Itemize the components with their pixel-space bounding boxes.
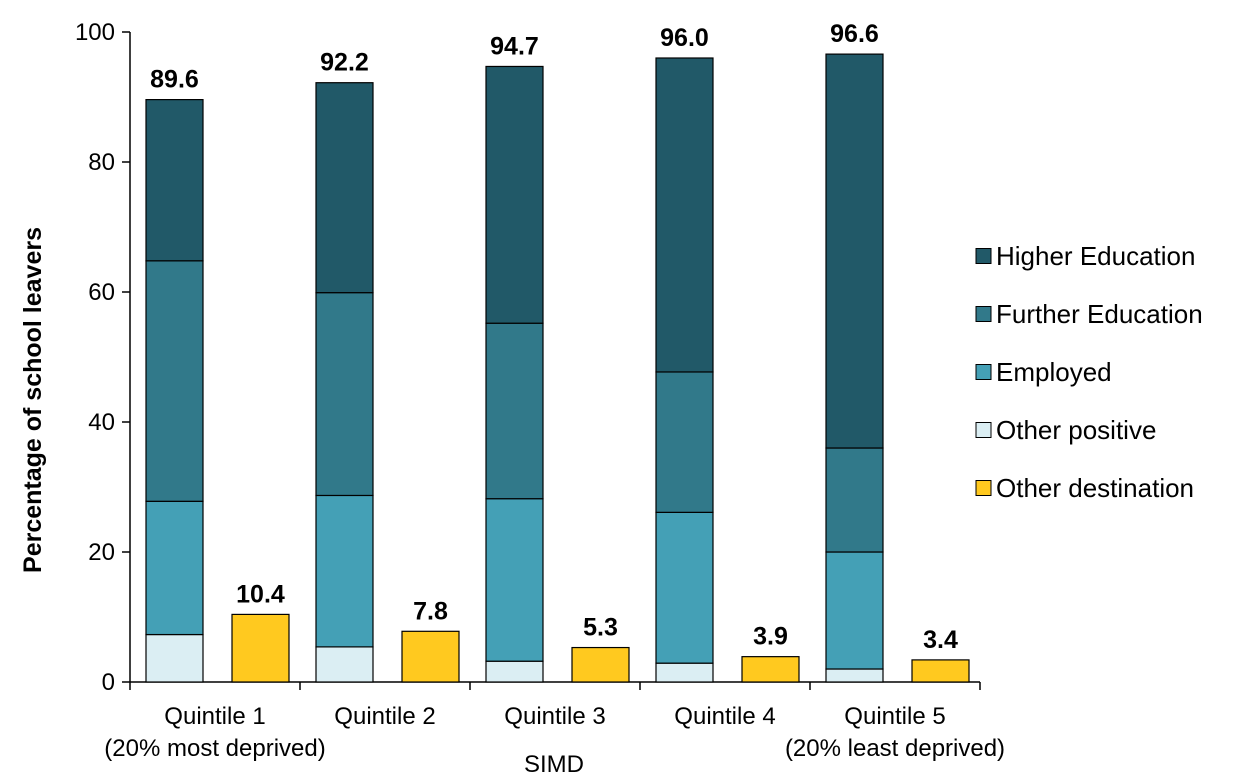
- bar-other-label: 3.4: [923, 626, 958, 654]
- bar-segment: [485, 660, 544, 683]
- y-tick-label: 60: [88, 279, 115, 306]
- bar-segment: [315, 646, 374, 683]
- bar-segment: [315, 82, 374, 294]
- legend-label: Other positive: [996, 415, 1156, 445]
- bar-segment: [485, 498, 544, 662]
- legend-swatch: [975, 306, 992, 322]
- legend-swatch: [975, 480, 992, 496]
- y-tick-label: 40: [88, 409, 115, 436]
- y-tick-label: 20: [88, 539, 115, 566]
- legend-swatch: [975, 422, 992, 438]
- bar-segment: [485, 322, 544, 500]
- x-category-sublabel: (20% most deprived): [104, 735, 325, 762]
- legend-swatch: [975, 248, 992, 264]
- plot-area: 0 20 40 60 80 100 89.6 10.4 Quintile 1 (20% most …: [75, 19, 1005, 762]
- x-category-label: Quintile 1: [164, 703, 265, 730]
- legend-label: Other destination: [996, 473, 1194, 503]
- bar-other-destination: [231, 613, 290, 683]
- bar-segment: [145, 260, 204, 502]
- legend-swatch: [975, 364, 992, 380]
- legend-label: Higher Education: [996, 241, 1195, 271]
- legend-label: Further Education: [996, 299, 1203, 329]
- bar-segment: [825, 551, 884, 670]
- y-tick-label: 80: [88, 149, 115, 176]
- bar-other-label: 5.3: [583, 614, 618, 642]
- bar-segment: [655, 511, 714, 664]
- bar-other-destination: [401, 630, 460, 683]
- y-tick-label: 0: [102, 669, 115, 696]
- bar-other-label: 10.4: [236, 580, 285, 608]
- legend-label: Employed: [996, 357, 1112, 387]
- y-axis-title: Percentage of school leavers: [19, 227, 47, 573]
- bar-other-destination: [571, 646, 630, 683]
- bar-total-label: 96.0: [660, 24, 709, 52]
- bar-total-label: 94.7: [490, 32, 539, 60]
- bar-segment: [145, 500, 204, 636]
- bar-total-label: 92.2: [320, 49, 369, 77]
- bar-segment: [145, 98, 204, 262]
- bar-segment: [655, 57, 714, 373]
- bar-segment: [825, 53, 884, 449]
- bar-other-destination: [911, 659, 970, 683]
- bar-segment: [485, 65, 544, 324]
- bar-other-label: 3.9: [753, 623, 788, 651]
- bar-other-destination: [741, 656, 800, 683]
- x-category-label: Quintile 4: [674, 703, 775, 730]
- x-category-label: Quintile 2: [334, 703, 435, 730]
- bar-segment: [315, 292, 374, 497]
- x-axis-title: SIMD: [524, 751, 584, 778]
- bar-segment: [655, 662, 714, 683]
- bar-other-label: 7.8: [413, 597, 448, 625]
- x-category-label: Quintile 5: [844, 703, 945, 730]
- bar-segment: [145, 633, 204, 683]
- x-category-label: Quintile 3: [504, 703, 605, 730]
- x-category-sublabel: (20% least deprived): [785, 735, 1005, 762]
- bar-segment: [825, 447, 884, 553]
- y-tick-label: 100: [75, 19, 115, 46]
- y-axis-title-group: Percentage of school leavers: [19, 227, 47, 573]
- bar-segment: [825, 668, 884, 683]
- legend: Higher Education Further Education Employe…: [975, 241, 1203, 503]
- bar-total-label: 96.6: [830, 20, 879, 48]
- bar-total-label: 89.6: [150, 66, 199, 94]
- bar-segment: [655, 371, 714, 513]
- bar-segment: [315, 494, 374, 648]
